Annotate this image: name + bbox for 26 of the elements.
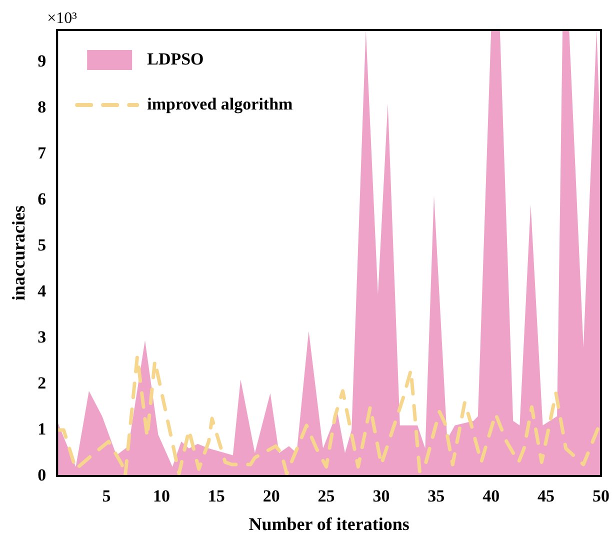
y-tick-label: 1 xyxy=(38,419,46,438)
x-tick-label: 15 xyxy=(208,486,225,506)
y-tick-label: 4 xyxy=(38,281,47,300)
x-tick-label: 30 xyxy=(372,486,390,506)
x-tick-label: 50 xyxy=(592,486,610,506)
x-tick-label: 5 xyxy=(102,486,111,506)
y-tick-label: 6 xyxy=(38,190,46,209)
text: ×10³ xyxy=(47,10,78,28)
x-tick-label: 45 xyxy=(538,486,555,506)
y-tick-label: 9 xyxy=(38,52,46,71)
x-tick-label: 25 xyxy=(318,486,335,506)
x-tick-label: 20 xyxy=(262,486,280,506)
y-tick-label: 0 xyxy=(38,465,46,484)
y-tick-label: 7 xyxy=(38,144,47,163)
x-tick-label: 40 xyxy=(482,486,500,506)
legend-label: improved algorithm xyxy=(147,94,293,114)
y-tick-label: 5 xyxy=(38,235,46,254)
y-tick-label: 8 xyxy=(38,98,46,117)
legend-label: LDPSO xyxy=(147,49,204,68)
y-axis-title: inaccuracies xyxy=(8,206,28,300)
x-axis-title: Number of iterations xyxy=(248,514,410,534)
line-series xyxy=(57,354,601,476)
y-tick-label: 2 xyxy=(38,373,46,392)
y-tick-label: 3 xyxy=(38,327,46,346)
x-tick-label: 35 xyxy=(428,486,445,506)
x-tick-label: 10 xyxy=(152,486,170,506)
